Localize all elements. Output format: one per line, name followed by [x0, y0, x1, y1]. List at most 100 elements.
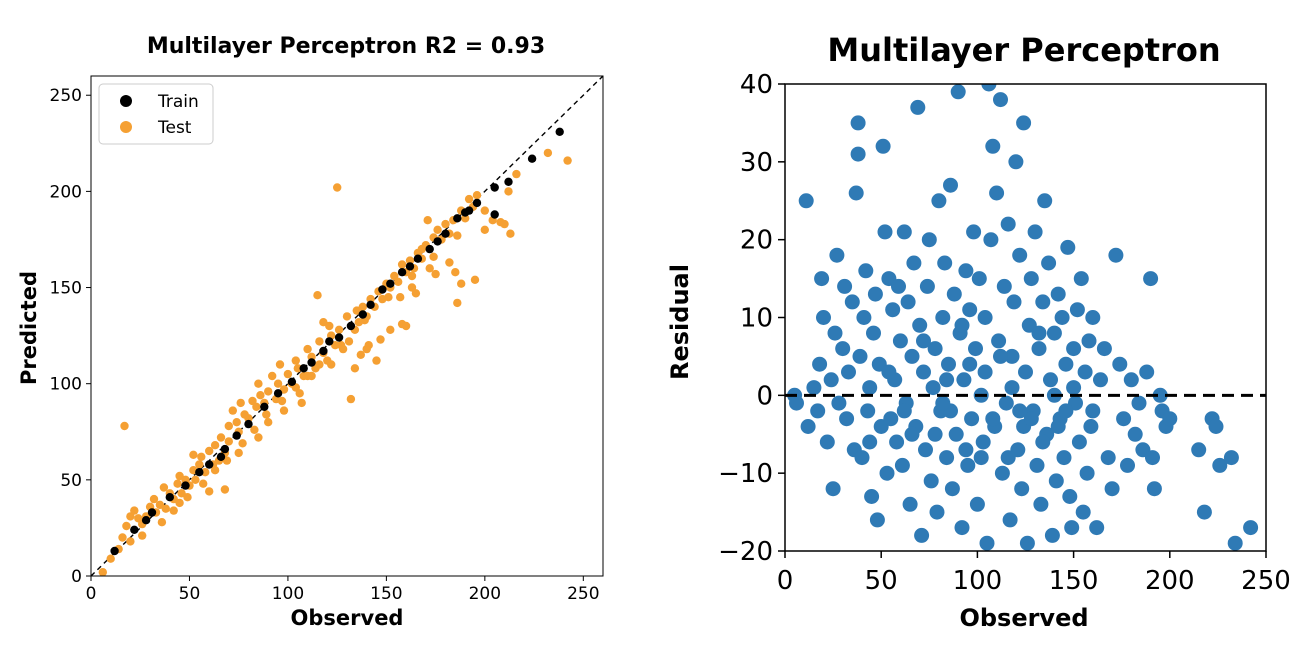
- left-point-test: [407, 271, 417, 281]
- right-point-residual: [896, 403, 912, 419]
- legend-label-train: Train: [157, 92, 199, 112]
- right-point-residual: [1081, 333, 1097, 349]
- right-point-residual: [879, 465, 895, 481]
- left-point-train: [165, 493, 174, 502]
- left-point-test: [130, 506, 139, 515]
- right-point-residual: [892, 333, 908, 349]
- left-axis-ticks: 0 50 100 150 200 250 0 50 100 150 200 250: [50, 86, 600, 604]
- right-point-residual: [1050, 419, 1066, 434]
- left-point-test: [244, 414, 253, 423]
- right-point-residual: [939, 372, 955, 388]
- right-point-residual: [1002, 512, 1018, 528]
- right-point-residual: [1071, 434, 1087, 450]
- left-point-test: [512, 169, 521, 179]
- right-point-residual: [1116, 411, 1132, 427]
- right-point-residual: [1019, 535, 1035, 551]
- right-point-residual: [1041, 255, 1057, 271]
- left-point-test: [138, 531, 147, 540]
- left-x-axis-label: Observed: [291, 606, 404, 630]
- right-point-residual: [1069, 302, 1085, 318]
- right-point-residual: [902, 496, 918, 512]
- right-point-residual: [989, 185, 1005, 201]
- left-point-test: [441, 219, 450, 229]
- right-point-residual: [916, 333, 931, 349]
- left-point-train: [147, 508, 157, 517]
- right-point-residual: [1066, 341, 1082, 357]
- right-point-residual: [1075, 504, 1091, 520]
- left-point-train: [555, 127, 564, 136]
- right-point-residual: [923, 473, 939, 489]
- right-point-residual: [806, 380, 822, 396]
- left-point-train: [181, 481, 190, 490]
- right-point-residual: [996, 278, 1012, 294]
- left-point-test: [543, 148, 553, 158]
- right-point-residual: [1143, 271, 1159, 287]
- right-point-residual: [825, 481, 841, 497]
- left-point-test: [149, 494, 159, 504]
- right-point-residual: [906, 255, 922, 271]
- left-point-test: [397, 319, 407, 329]
- right-point-residual: [927, 426, 943, 442]
- right-point-residual: [1100, 450, 1116, 466]
- left-point-test: [407, 283, 417, 292]
- left-point-test: [254, 433, 263, 442]
- left-point-test: [303, 344, 312, 354]
- left-point-test: [254, 379, 263, 388]
- left-point-test: [268, 371, 277, 381]
- right-point-residual: [1031, 325, 1047, 341]
- left-point-train: [358, 310, 367, 319]
- left-point-test: [346, 394, 356, 404]
- left-point-test: [480, 206, 489, 215]
- left-point-test: [394, 277, 403, 286]
- left-point-test: [264, 387, 273, 396]
- right-x-tick-label: 150: [1049, 566, 1099, 596]
- right-point-residual: [1044, 527, 1060, 543]
- left-point-test: [126, 537, 135, 546]
- left-point-test: [423, 216, 432, 225]
- left-point-test: [220, 485, 230, 494]
- right-point-residual: [912, 317, 928, 333]
- right-point-residual: [1004, 380, 1020, 396]
- left-point-test: [364, 341, 373, 350]
- right-point-residual: [1029, 457, 1045, 473]
- right-point-residual: [1023, 411, 1039, 427]
- right-point-residual: [1208, 419, 1224, 434]
- right-point-residual: [918, 442, 933, 458]
- left-point-test: [506, 229, 515, 238]
- right-point-residual: [1016, 115, 1032, 131]
- right-point-residual: [900, 294, 916, 310]
- left-point-test: [252, 402, 261, 411]
- right-point-residual: [848, 185, 864, 201]
- right-point-residual: [921, 232, 937, 248]
- right-point-residual: [891, 278, 906, 294]
- left-point-test: [106, 554, 115, 563]
- left-point-test: [293, 364, 302, 373]
- right-point-residual: [852, 348, 868, 364]
- left-point-test: [433, 225, 442, 234]
- right-point-residual: [958, 442, 974, 458]
- left-point-test: [122, 521, 131, 531]
- left-point-test: [350, 364, 360, 373]
- right-point-residual: [904, 426, 920, 442]
- left-point-test: [155, 500, 165, 509]
- right-point-residual: [1023, 271, 1039, 287]
- right-point-residual: [1054, 310, 1070, 325]
- left-point-test: [175, 498, 184, 508]
- left-point-test: [210, 466, 220, 475]
- left-point-train: [386, 279, 395, 288]
- right-point-residual: [946, 286, 962, 302]
- right-point-residual: [858, 263, 874, 279]
- right-x-tick-label: 50: [865, 566, 898, 596]
- left-point-test: [201, 468, 210, 477]
- left-point-train: [319, 346, 328, 356]
- right-point-residual: [894, 457, 910, 473]
- right-point-residual: [1212, 457, 1228, 473]
- right-point-residual: [1014, 481, 1030, 497]
- right-point-residual: [956, 372, 972, 388]
- right-point-residual: [837, 278, 853, 294]
- left-point-test: [205, 487, 214, 496]
- right-point-residual: [1037, 193, 1053, 209]
- right-point-residual: [927, 341, 943, 357]
- right-point-residual: [929, 504, 945, 520]
